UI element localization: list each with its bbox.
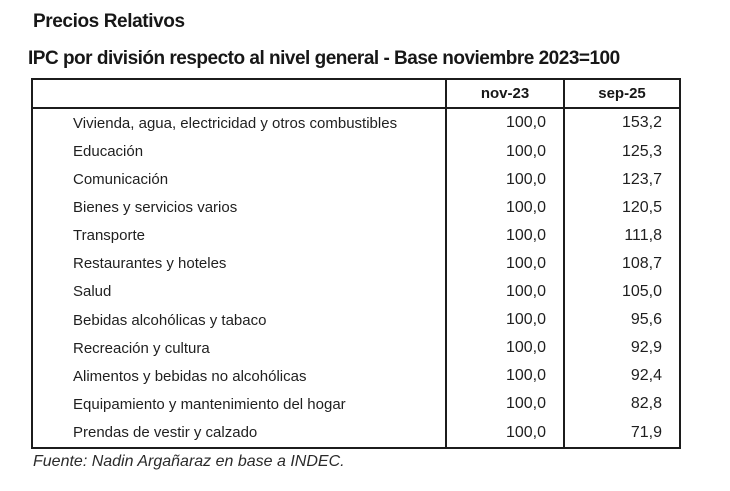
sep25-cell: 92,4	[563, 362, 681, 391]
column-header-sep25: sep-25	[563, 78, 681, 109]
category-cell: Educación	[31, 137, 447, 166]
category-cell: Comunicación	[31, 165, 447, 194]
sep25-cell: 105,0	[563, 277, 681, 306]
sep25-cell: 95,6	[563, 306, 681, 335]
table-row: Bebidas alcohólicas y tabaco 100,0 95,6	[31, 306, 681, 335]
category-cell: Bebidas alcohólicas y tabaco	[31, 306, 447, 335]
sep25-cell: 125,3	[563, 137, 681, 166]
table-row: Educación 100,0 125,3	[31, 137, 681, 166]
nov23-cell: 100,0	[445, 165, 565, 194]
table-row: Salud 100,0 105,0	[31, 277, 681, 306]
sep25-cell: 71,9	[563, 418, 681, 449]
nov23-cell: 100,0	[445, 362, 565, 391]
nov23-cell: 100,0	[445, 108, 565, 138]
sep25-cell: 123,7	[563, 165, 681, 194]
source-note: Fuente: Nadin Argañaraz en base a INDEC.	[33, 453, 345, 470]
table-row: Equipamiento y mantenimiento del hogar 10…	[31, 390, 681, 419]
sep25-cell: 120,5	[563, 193, 681, 222]
column-header-category	[31, 78, 447, 109]
table-row: Bienes y servicios varios 100,0 120,5	[31, 193, 681, 222]
nov23-cell: 100,0	[445, 137, 565, 166]
category-cell: Prendas de vestir y calzado	[31, 418, 447, 449]
table-row: Comunicación 100,0 123,7	[31, 165, 681, 194]
category-cell: Restaurantes y hoteles	[31, 249, 447, 278]
ipc-table: nov-23 sep-25 Vivienda, agua, electricid…	[31, 78, 681, 449]
sep25-cell: 92,9	[563, 334, 681, 363]
category-cell: Equipamiento y mantenimiento del hogar	[31, 390, 447, 419]
nov23-cell: 100,0	[445, 249, 565, 278]
nov23-cell: 100,0	[445, 334, 565, 363]
category-cell: Recreación y cultura	[31, 334, 447, 363]
table-header-row: nov-23 sep-25	[31, 78, 681, 109]
table-row: Transporte 100,0 111,8	[31, 221, 681, 250]
table-row: Prendas de vestir y calzado 100,0 71,9	[31, 418, 681, 449]
nov23-cell: 100,0	[445, 193, 565, 222]
sep25-cell: 111,8	[563, 221, 681, 250]
category-cell: Transporte	[31, 221, 447, 250]
table-row: Restaurantes y hoteles 100,0 108,7	[31, 249, 681, 278]
table-row: Recreación y cultura 100,0 92,9	[31, 334, 681, 363]
category-cell: Bienes y servicios varios	[31, 193, 447, 222]
category-cell: Alimentos y bebidas no alcohólicas	[31, 362, 447, 391]
table-row: Alimentos y bebidas no alcohólicas 100,0 9…	[31, 362, 681, 391]
page-title: Precios Relativos	[33, 11, 185, 32]
category-cell: Salud	[31, 277, 447, 306]
nov23-cell: 100,0	[445, 221, 565, 250]
nov23-cell: 100,0	[445, 390, 565, 419]
nov23-cell: 100,0	[445, 277, 565, 306]
nov23-cell: 100,0	[445, 418, 565, 449]
column-header-nov23: nov-23	[445, 78, 565, 109]
table-row: Vivienda, agua, electricidad y otros com…	[31, 108, 681, 138]
nov23-cell: 100,0	[445, 306, 565, 335]
sep25-cell: 108,7	[563, 249, 681, 278]
page-subtitle: IPC por división respecto al nivel gener…	[28, 48, 620, 69]
sep25-cell: 153,2	[563, 108, 681, 138]
sep25-cell: 82,8	[563, 390, 681, 419]
category-cell: Vivienda, agua, electricidad y otros com…	[31, 108, 447, 138]
